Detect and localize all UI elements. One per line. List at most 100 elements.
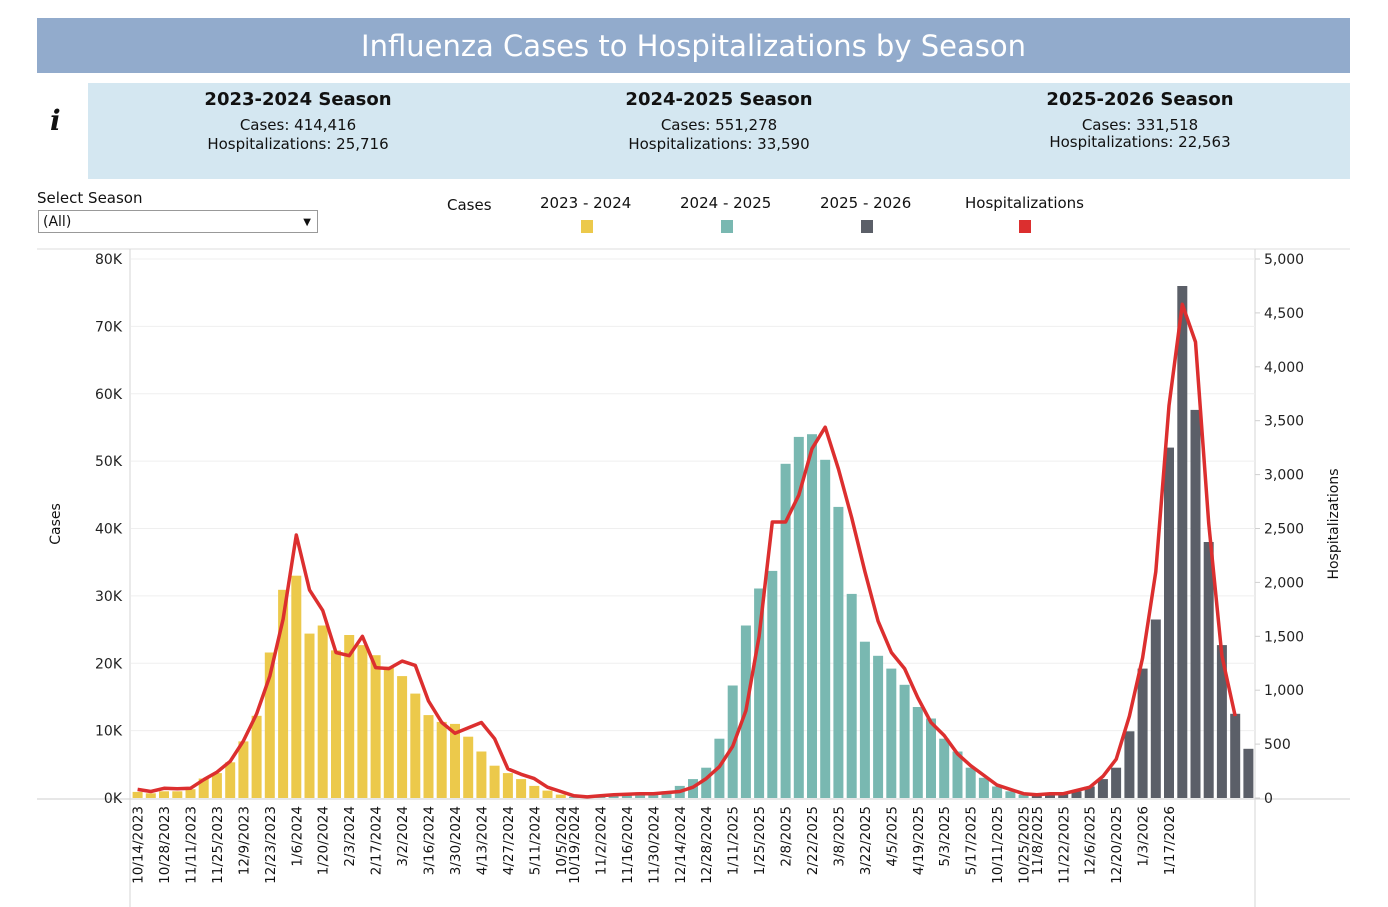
x-tick-label: 10/11/2025 (990, 806, 1006, 884)
y2-tick-label: 4,000 (1264, 360, 1304, 376)
select-season-dropdown[interactable]: (All) ▼ (38, 210, 318, 233)
case-bar (357, 645, 368, 798)
title-text: Influenza Cases to Hospitalizations by S… (361, 28, 1026, 63)
case-bar (859, 641, 870, 798)
case-bar (873, 655, 884, 798)
case-bar (1071, 791, 1082, 798)
legend-swatch-2023-2024[interactable] (581, 220, 593, 233)
season-hospitalizations: Hospitalizations: 22,563 (1049, 133, 1231, 151)
x-tick-label: 11/22/2025 (1056, 806, 1072, 884)
case-bar (952, 751, 963, 798)
x-tick-label: 3/8/2025 (832, 806, 848, 867)
legend-label-2024-2025[interactable]: 2024 - 2025 (680, 194, 772, 212)
case-bar (410, 693, 421, 798)
x-tick-label: 10/5/2024 (554, 806, 570, 875)
case-bar (463, 736, 474, 798)
case-bar (1243, 748, 1254, 798)
case-bar (502, 773, 513, 798)
case-bar (939, 738, 950, 798)
legend-swatch-2025-2026[interactable] (861, 220, 873, 233)
case-bar (238, 741, 249, 798)
case-bar (1097, 779, 1108, 798)
case-bar (886, 668, 897, 798)
case-bar (780, 463, 791, 798)
x-tick-label: 2/22/2025 (805, 806, 821, 875)
x-tick-label: 5/11/2024 (527, 806, 543, 875)
x-tick-label: 11/16/2024 (620, 806, 636, 884)
y2-tick-label: 0 (1264, 791, 1273, 807)
x-tick-label: 5/3/2025 (937, 806, 953, 867)
x-tick-label: 4/27/2024 (501, 806, 517, 875)
case-bar (145, 793, 156, 798)
case-bar (397, 676, 408, 798)
case-bar (344, 635, 355, 798)
case-bar (1084, 786, 1095, 798)
case-bar (1164, 447, 1174, 798)
case-bar (1137, 668, 1148, 798)
season-cases: Cases: 551,278 (660, 116, 778, 134)
case-bar (1124, 731, 1135, 798)
case-bar (278, 589, 289, 798)
y-tick-label: 60K (95, 387, 123, 403)
season-cases: Cases: 331,518 (1081, 116, 1199, 134)
x-tick-label: 11/11/2023 (184, 806, 200, 884)
case-bar (1216, 645, 1227, 798)
x-tick-label: 3/16/2024 (422, 806, 438, 875)
x-tick-label: 12/14/2024 (673, 806, 689, 884)
legend-label-2025-2026[interactable]: 2025 - 2026 (820, 194, 912, 212)
case-bar (251, 715, 262, 798)
case-bar (1190, 409, 1201, 798)
x-tick-label: 3/22/2025 (858, 806, 874, 875)
legend-swatch-2024-2025[interactable] (721, 220, 733, 233)
x-tick-label: 4/13/2024 (474, 806, 490, 875)
x-tick-label: 10/14/2023 (131, 806, 147, 884)
season-card-2025-2026: 2025-2026 Season Cases: 331,518 Hospital… (930, 89, 1350, 152)
hospitalization-series-line (137, 302, 1237, 799)
case-bar (912, 707, 923, 798)
select-season-value: (All) (43, 214, 72, 230)
case-bars (132, 286, 1254, 798)
case-bar (317, 625, 328, 798)
info-icon[interactable]: i (50, 104, 61, 137)
case-bar (1058, 793, 1069, 798)
case-bar (172, 791, 183, 798)
x-tick-label: 10/28/2023 (157, 806, 173, 884)
season-card-2024-2025: 2024-2025 Season Cases: 551,278 Hospital… (509, 89, 929, 154)
y-tick-label: 20K (95, 656, 123, 672)
case-bar (767, 570, 778, 798)
season-cases: Cases: 414,416 (239, 116, 357, 134)
y2-tick-label: 3,500 (1264, 414, 1304, 430)
y2-tick-label: 4,500 (1264, 306, 1304, 322)
x-tick-label: 4/5/2025 (884, 806, 900, 867)
case-bar (436, 721, 447, 798)
case-bar (542, 790, 553, 798)
y2-tick-label: 5,000 (1264, 252, 1304, 268)
case-bar (555, 794, 566, 798)
case-bar (661, 791, 672, 798)
legend-swatch-hospitalizations[interactable] (1019, 220, 1031, 233)
case-bar (846, 593, 857, 798)
legend-title: Cases (447, 196, 492, 214)
case-bar (370, 655, 381, 798)
case-bar (529, 785, 540, 798)
case-bar (476, 751, 487, 798)
x-tick-label: 12/23/2023 (263, 806, 279, 884)
case-bar (264, 652, 275, 798)
select-season-label: Select Season (37, 189, 143, 207)
season-title: 2023-2024 Season (204, 89, 392, 110)
x-tick-label: 11/30/2024 (646, 806, 662, 884)
case-bar (132, 791, 143, 798)
x-tick-label: 10/25/2025 (1017, 806, 1033, 884)
y-tick-label: 10K (95, 724, 123, 740)
legend-label-2023-2024[interactable]: 2023 - 2024 (540, 194, 632, 212)
x-tick-label: 3/30/2024 (448, 806, 464, 875)
season-summary-panel: 2023-2024 Season Cases: 414,416 Hospital… (88, 83, 1350, 179)
case-bar (1005, 791, 1016, 798)
x-tick-label: 1/25/2025 (752, 806, 768, 875)
case-bar (1230, 713, 1241, 798)
case-bar (807, 434, 817, 798)
legend-label-hospitalizations[interactable]: Hospitalizations (965, 194, 1084, 212)
x-tick-label: 4/19/2025 (911, 806, 927, 875)
case-bar (1018, 794, 1029, 798)
